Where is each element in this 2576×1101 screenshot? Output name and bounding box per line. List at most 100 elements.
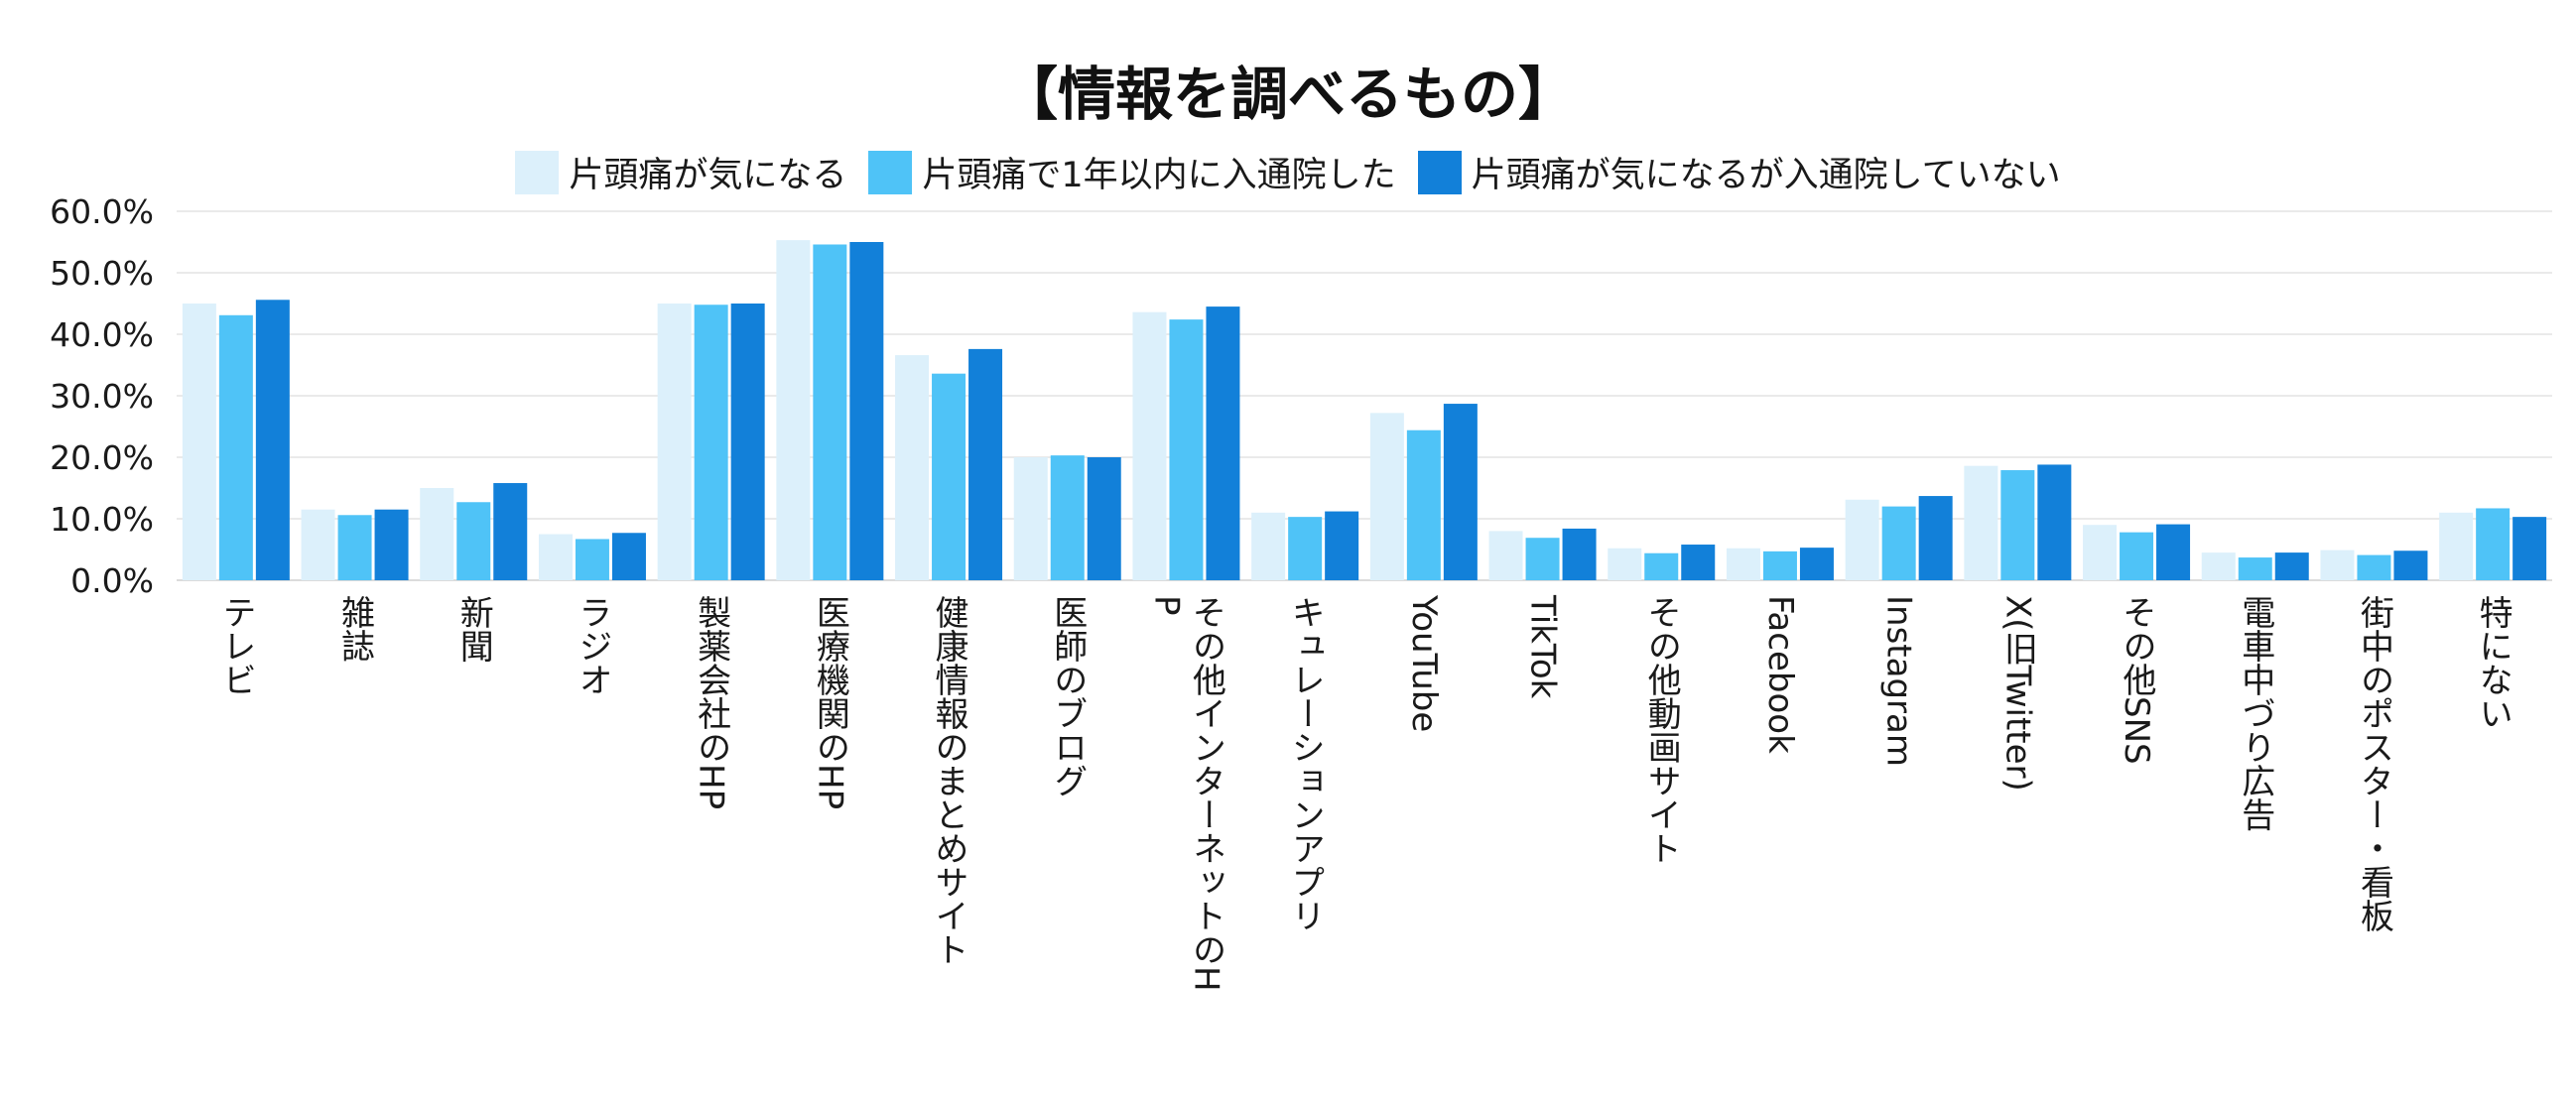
- bar-2-2: [493, 483, 528, 580]
- bar-2-10: [1443, 404, 1478, 580]
- bar-0-1: [301, 509, 335, 580]
- bar-2-19: [2512, 517, 2547, 580]
- category-label: P: [1146, 595, 1186, 616]
- bar-1-2: [456, 502, 491, 580]
- category-label: Facebook: [1760, 595, 1800, 754]
- y-tick-label: 20.0%: [50, 438, 154, 477]
- category-label: 電車中づり広告: [2236, 595, 2275, 831]
- bar-2-6: [968, 348, 1003, 580]
- bar-0-18: [2320, 550, 2355, 580]
- bar-0-12: [1608, 548, 1642, 580]
- bar-1-19: [2476, 508, 2511, 580]
- bar-1-10: [1406, 429, 1441, 580]
- bar-0-6: [895, 355, 930, 580]
- category-label: 雑誌: [335, 595, 375, 663]
- bar-2-9: [1325, 511, 1359, 580]
- bar-2-0: [255, 300, 290, 580]
- category-label: キュレーションアプリ: [1285, 595, 1325, 932]
- bar-0-10: [1369, 413, 1404, 580]
- category-label: Instagram: [1879, 595, 1919, 767]
- bar-1-9: [1288, 517, 1323, 580]
- category-label: 健康情報のまとめサイト: [929, 595, 968, 966]
- category-label: 街中のポスター・看板: [2354, 595, 2393, 932]
- y-tick-label: 0.0%: [70, 561, 154, 600]
- bar-2-13: [1799, 548, 1834, 580]
- bar-1-15: [2000, 470, 2035, 580]
- bar-1-7: [1050, 455, 1085, 580]
- category-label: 新聞: [453, 595, 493, 663]
- bar-0-15: [1964, 465, 1998, 580]
- bar-0-7: [1013, 457, 1048, 580]
- category-label: ラジオ: [573, 595, 612, 696]
- y-tick-label: 30.0%: [50, 377, 154, 416]
- bar-0-4: [657, 304, 692, 580]
- bar-2-8: [1206, 306, 1240, 580]
- legend-label-2: 片頭痛が気になるが入通院していない: [1471, 156, 2061, 195]
- category-label: その他SNS: [2117, 595, 2156, 765]
- category-label: 特にない: [2473, 595, 2512, 730]
- bar-1-17: [2238, 557, 2272, 580]
- bar-0-16: [2083, 525, 2118, 580]
- legend-item-2: 片頭痛が気になるが入通院していない: [1417, 147, 2061, 197]
- bar-0-19: [2439, 512, 2474, 580]
- chart-title: 【情報を調べるもの】: [999, 61, 1576, 128]
- bar-2-12: [1681, 545, 1716, 580]
- category-label: 製薬会社のHP: [692, 595, 731, 809]
- bar-1-11: [1525, 538, 1560, 580]
- bar-2-18: [2393, 550, 2428, 580]
- bar-2-14: [1918, 496, 1953, 580]
- bar-1-5: [813, 244, 847, 581]
- bar-0-14: [1845, 499, 1879, 580]
- bar-2-17: [2274, 552, 2309, 580]
- bar-2-16: [2156, 524, 2191, 580]
- bar-0-9: [1251, 512, 1286, 580]
- category-label: X(旧Twitter): [1997, 595, 2037, 792]
- legend-item-1: 片頭痛で1年以内に入通院した: [868, 147, 1396, 197]
- bar-2-5: [849, 242, 884, 580]
- category-label: 医療機関のHP: [810, 595, 849, 809]
- bar-0-3: [538, 534, 573, 580]
- bar-1-0: [218, 314, 253, 580]
- bar-1-13: [1762, 550, 1797, 580]
- legend-label-1: 片頭痛で1年以内に入通院した: [922, 156, 1396, 195]
- legend-swatch-0: [515, 150, 560, 194]
- category-label: YouTube: [1404, 594, 1444, 732]
- bar-0-11: [1488, 531, 1523, 580]
- bar-1-3: [575, 539, 609, 580]
- bar-0-13: [1726, 548, 1760, 580]
- category-label: TikTok: [1523, 594, 1563, 699]
- bar-2-4: [730, 304, 765, 580]
- bar-1-18: [2357, 554, 2391, 580]
- bar-2-11: [1562, 528, 1597, 580]
- category-label: 医師のブログ: [1048, 595, 1088, 797]
- y-tick-label: 40.0%: [50, 315, 154, 354]
- bar-0-5: [776, 240, 811, 580]
- category-label: テレビ: [216, 595, 256, 696]
- bar-2-1: [374, 509, 409, 580]
- bar-1-14: [1881, 506, 1916, 580]
- bar-1-6: [932, 373, 966, 580]
- bar-0-0: [182, 304, 216, 580]
- y-tick-label: 10.0%: [50, 500, 154, 539]
- category-label: その他インターネットのH: [1186, 595, 1225, 992]
- legend-swatch-1: [868, 150, 913, 194]
- bar-0-2: [420, 488, 454, 580]
- legend-swatch-2: [1417, 150, 1462, 194]
- bar-0-8: [1132, 311, 1167, 580]
- bar-2-3: [611, 533, 646, 580]
- bar-0-17: [2201, 552, 2236, 580]
- category-label: その他動画サイト: [1641, 595, 1681, 865]
- legend-label-0: 片頭痛が気になる: [569, 156, 847, 195]
- bar-2-15: [2037, 464, 2072, 580]
- bar-1-1: [337, 515, 372, 580]
- legend: 片頭痛が気になる 片頭痛で1年以内に入通院した 片頭痛が気になるが入通院していな…: [0, 147, 2576, 197]
- legend-item-0: 片頭痛が気になる: [515, 147, 846, 197]
- bar-1-16: [2120, 532, 2154, 580]
- bar-1-12: [1644, 552, 1679, 580]
- bar-1-8: [1169, 319, 1204, 580]
- y-tick-label: 50.0%: [50, 254, 154, 293]
- bar-1-4: [694, 305, 728, 580]
- bar-2-7: [1087, 457, 1121, 580]
